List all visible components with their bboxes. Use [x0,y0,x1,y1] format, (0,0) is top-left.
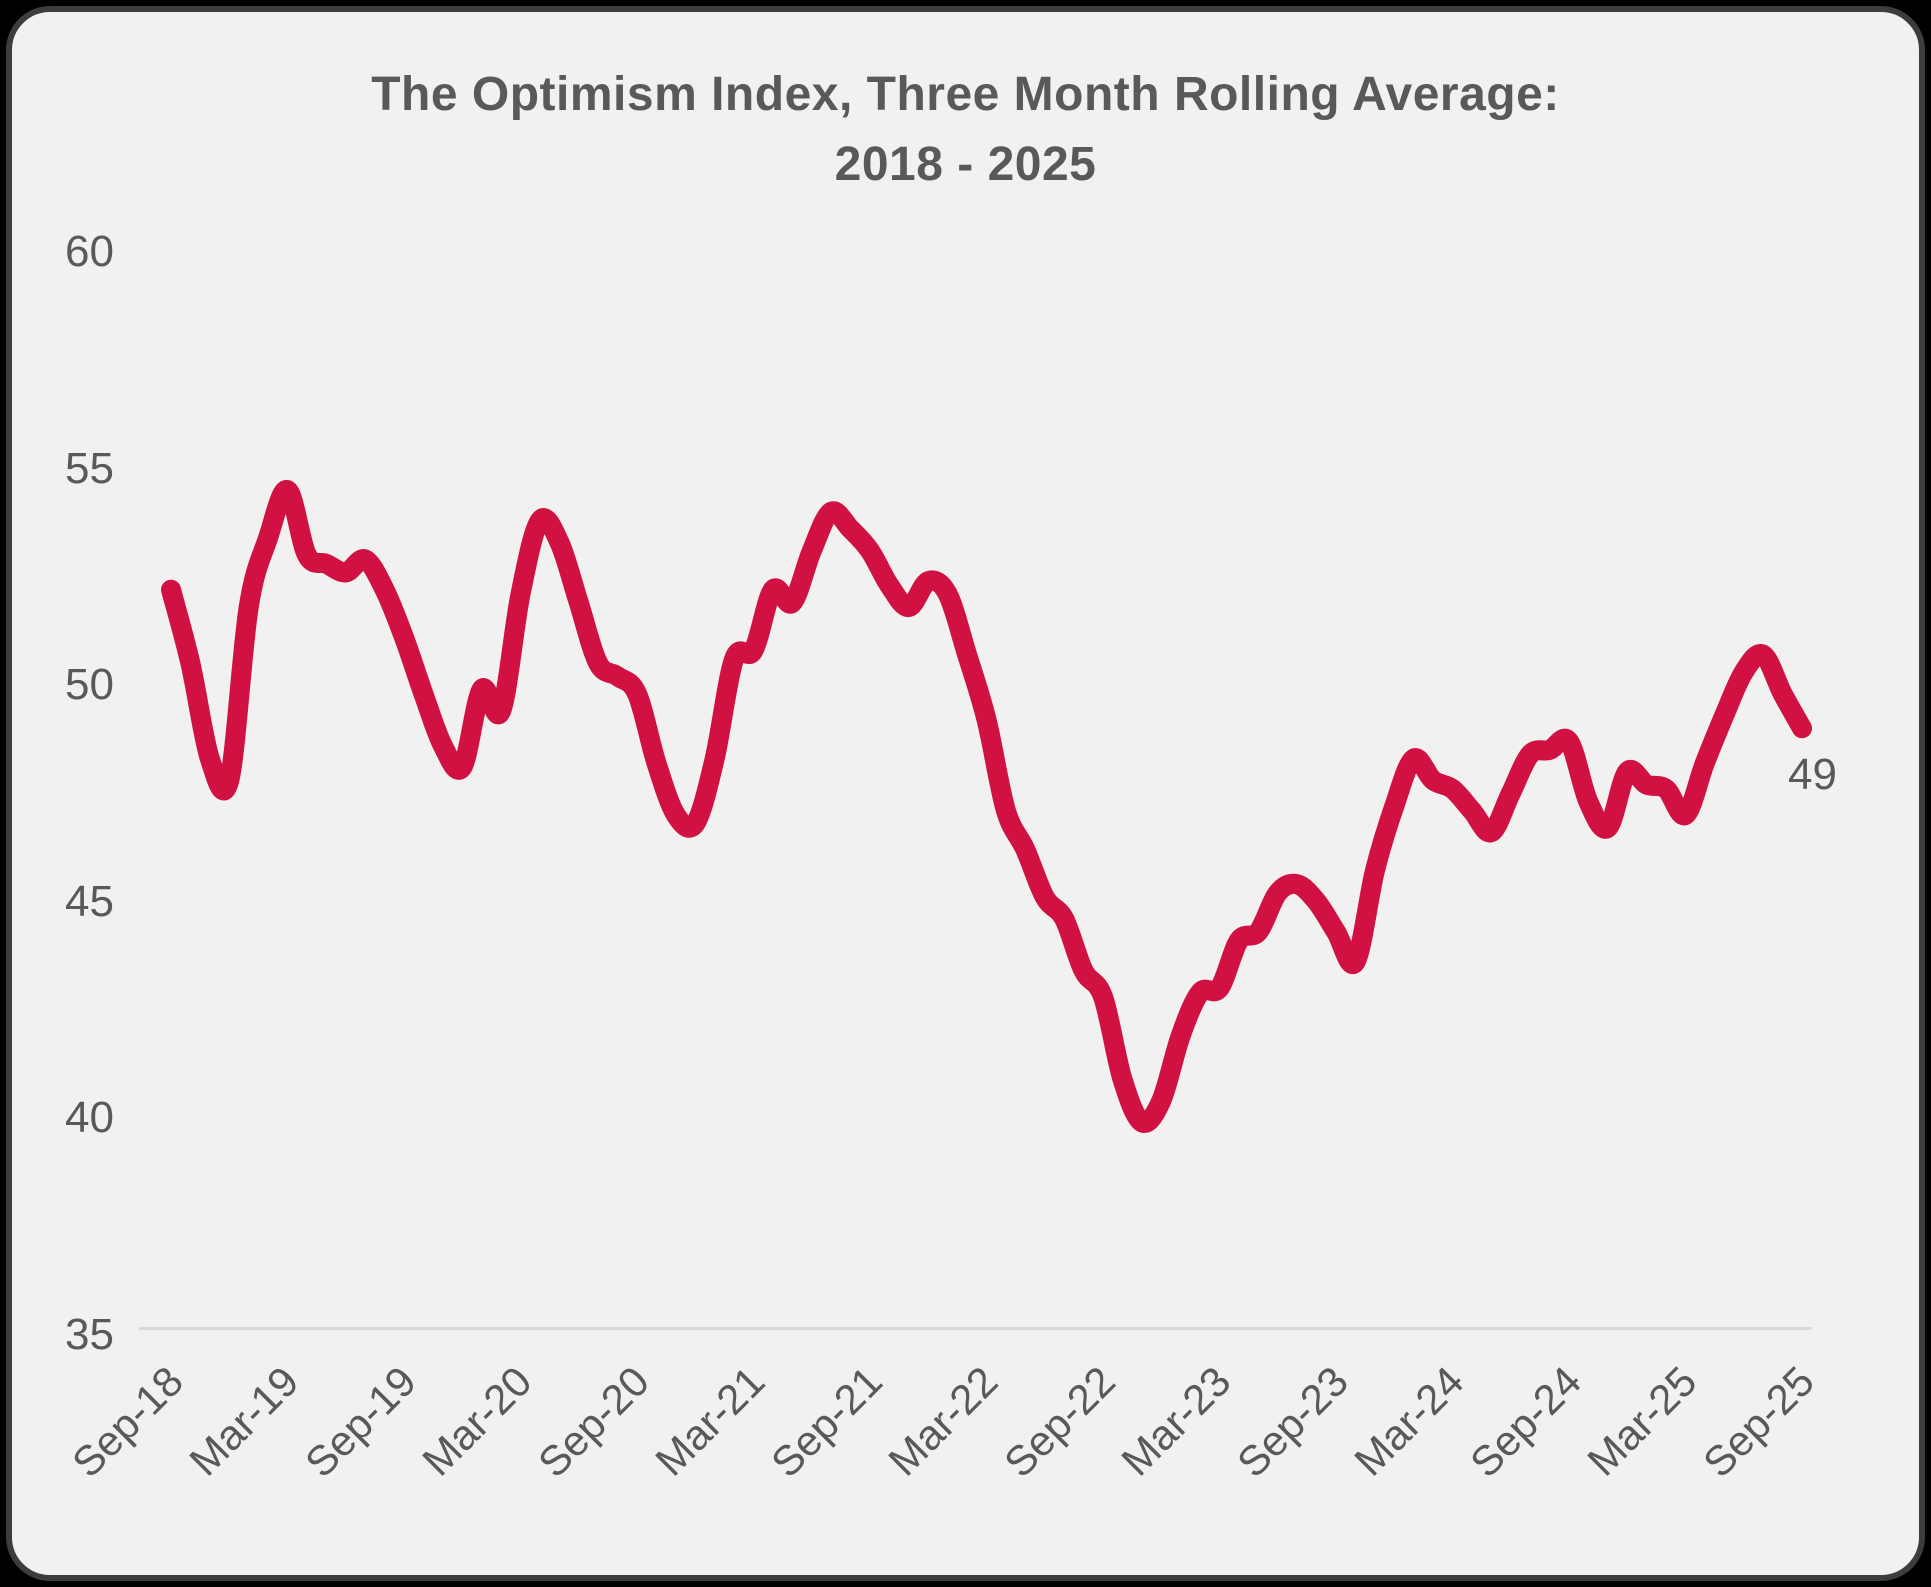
optimism-index-line [161,480,1812,1133]
chart-title-line-2: 2018 - 2025 [834,138,1097,191]
chart-title: The Optimism Index, Three Month Rolling … [12,60,1919,200]
x-axis-line [139,1327,1812,1330]
y-tick-label: 35 [65,1309,114,1359]
y-tick-label: 40 [65,1093,114,1142]
y-tick-label: 45 [65,876,114,926]
y-tick-label: 60 [65,227,114,276]
last-value-label: 49 [1788,750,1837,799]
y-tick-label: 55 [65,443,114,493]
chart-title-line-1: The Optimism Index, Three Month Rolling … [371,68,1560,121]
line-chart-plot [161,480,1812,1133]
chart-card: The Optimism Index, Three Month Rolling … [6,6,1925,1581]
y-tick-label: 50 [65,660,114,709]
